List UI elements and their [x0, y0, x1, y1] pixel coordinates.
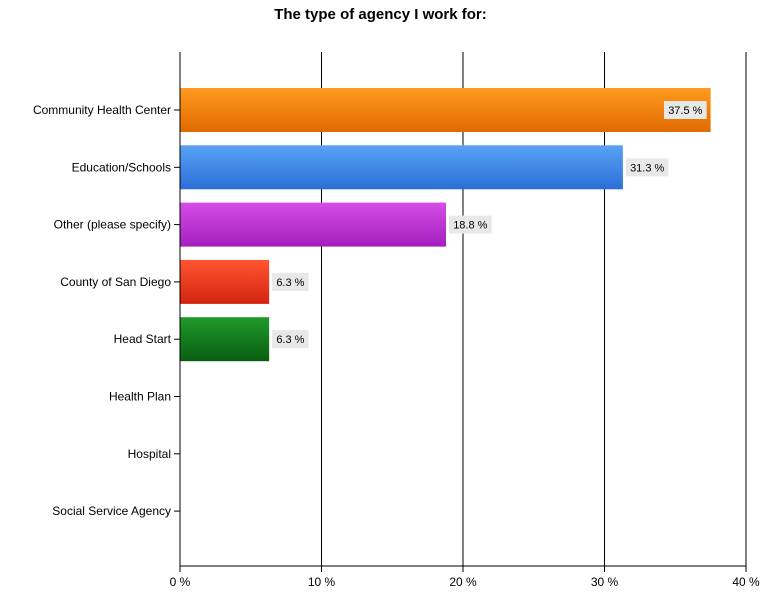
data-label: 31.3 % [630, 162, 664, 174]
data-label-bg [449, 215, 492, 234]
category-label: Other (please specify) [54, 218, 171, 232]
category-label: County of San Diego [60, 275, 171, 289]
chart-title: The type of agency I work for: [274, 6, 487, 23]
x-tick-label: 30 % [591, 575, 619, 589]
data-label-bg [272, 330, 309, 349]
data-label: 37.5 % [668, 105, 702, 117]
bar [180, 88, 711, 132]
category-label: Hospital [128, 447, 171, 461]
category-label: Head Start [114, 332, 172, 346]
category-label: Community Health Center [33, 103, 171, 117]
data-label: 6.3 % [276, 277, 304, 289]
data-label: 6.3 % [276, 334, 304, 346]
category-label: Social Service Agency [52, 504, 171, 518]
bar [180, 259, 270, 304]
category-label: Health Plan [109, 390, 171, 404]
bar [180, 145, 623, 190]
data-label-bg [272, 272, 309, 291]
x-tick-label: 40 % [732, 575, 760, 589]
data-label-bg [664, 101, 707, 119]
data-label: 18.8 % [453, 220, 487, 232]
category-label: Education/Schools [72, 160, 171, 174]
bar [180, 317, 270, 362]
bar [180, 202, 447, 247]
data-label-bg [625, 158, 669, 177]
x-tick-label: 20 % [449, 575, 477, 589]
x-tick-label: 10 % [308, 575, 336, 589]
x-tick-label: 0 % [170, 575, 191, 589]
